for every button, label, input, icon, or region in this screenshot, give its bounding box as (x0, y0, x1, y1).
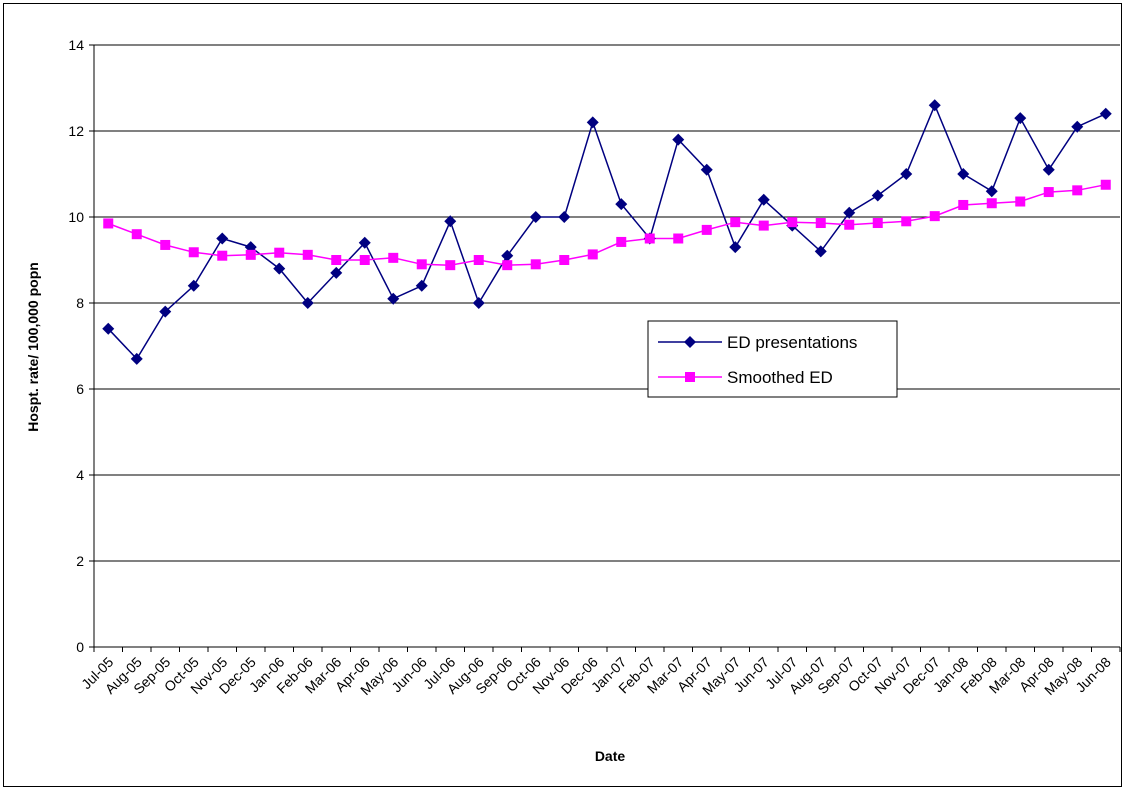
data-point-smoothed-ed (1072, 185, 1083, 196)
data-point-smoothed-ed (929, 211, 940, 222)
axes (89, 44, 1121, 652)
data-point-ed-presentations (615, 198, 628, 211)
y-tick-label: 4 (76, 467, 84, 483)
data-point-ed-presentations (159, 305, 172, 318)
series-line-ed-presentations (107, 103, 1107, 361)
data-point-smoothed-ed (131, 229, 142, 240)
data-point-ed-presentations (415, 279, 428, 292)
data-point-ed-presentations (330, 266, 343, 279)
y-tick-label: 8 (76, 295, 84, 311)
data-point-ed-presentations (358, 236, 371, 249)
data-point-smoothed-ed (787, 217, 798, 228)
legend: ED presentations Smoothed ED (647, 320, 898, 398)
data-point-smoothed-ed (701, 224, 712, 235)
data-point-ed-presentations (843, 206, 856, 219)
legend-marker-square-icon (685, 372, 695, 382)
y-tick-label: 12 (68, 123, 84, 139)
data-point-ed-presentations (187, 279, 200, 292)
data-point-ed-presentations (102, 322, 115, 335)
data-point-smoothed-ed (587, 249, 598, 260)
gridlines (94, 44, 1120, 562)
data-point-ed-presentations (1071, 120, 1084, 133)
data-point-smoothed-ed (644, 233, 655, 244)
data-point-smoothed-ed (188, 247, 199, 258)
data-point-ed-presentations (757, 193, 770, 206)
y-tick-label: 10 (68, 209, 84, 225)
y-tick-label: 2 (76, 553, 84, 569)
data-point-smoothed-ed (616, 236, 627, 247)
legend-marker-diamond-icon (684, 336, 696, 348)
data-point-ed-presentations (814, 245, 827, 258)
legend-label-ed-presentations: ED presentations (727, 333, 857, 352)
data-point-smoothed-ed (331, 255, 342, 265)
data-point-ed-presentations (529, 211, 542, 223)
y-tick-label: 14 (68, 37, 84, 53)
data-point-ed-presentations (501, 249, 514, 262)
data-point-ed-presentations (472, 297, 485, 309)
data-point-smoothed-ed (1015, 196, 1026, 207)
data-point-ed-presentations (444, 215, 457, 228)
data-point-smoothed-ed (388, 252, 399, 263)
data-point-smoothed-ed (1100, 179, 1111, 190)
y-axis-title: Hospt. rate/ 100,000 popn (25, 262, 41, 432)
data-point-smoothed-ed (958, 199, 969, 210)
data-point-ed-presentations (729, 241, 742, 254)
data-point-ed-presentations (900, 168, 913, 180)
data-point-smoothed-ed (872, 218, 883, 229)
data-point-smoothed-ed (445, 260, 456, 271)
data-point-smoothed-ed (986, 198, 997, 209)
series-markers (102, 99, 1112, 365)
legend-item-ed-presentations: ED presentations (658, 333, 857, 352)
data-point-smoothed-ed (103, 218, 114, 229)
y-tick-labels: 0 2 4 6 8 10 12 14 (68, 37, 84, 655)
data-point-smoothed-ed (730, 217, 741, 228)
legend-label-smoothed-ed: Smoothed ED (727, 368, 833, 387)
data-point-ed-presentations (985, 185, 998, 198)
data-point-smoothed-ed (416, 259, 427, 270)
data-point-smoothed-ed (359, 255, 370, 265)
y-tick-label: 6 (76, 381, 84, 397)
data-point-smoothed-ed (217, 250, 228, 261)
data-point-smoothed-ed (274, 247, 285, 258)
y-tick-label: 0 (76, 639, 84, 655)
data-point-smoothed-ed (502, 260, 513, 271)
data-point-smoothed-ed (245, 249, 256, 260)
data-point-smoothed-ed (473, 255, 484, 265)
data-point-smoothed-ed (160, 239, 171, 250)
data-point-smoothed-ed (673, 233, 684, 244)
data-point-smoothed-ed (901, 216, 912, 227)
data-point-ed-presentations (1099, 107, 1112, 120)
x-axis-title: Date (595, 748, 626, 764)
data-point-ed-presentations (387, 292, 400, 305)
data-point-smoothed-ed (559, 255, 570, 265)
data-point-ed-presentations (216, 232, 229, 245)
data-point-ed-presentations (301, 297, 314, 309)
data-point-ed-presentations (1014, 112, 1027, 125)
legend-box (647, 320, 898, 398)
x-tick-labels: Jul-05Aug-05Sep-05Oct-05Nov-05Dec-05Jan-… (78, 654, 1114, 698)
data-point-ed-presentations (130, 352, 143, 365)
series-lines (107, 103, 1107, 361)
data-point-smoothed-ed (530, 259, 541, 270)
data-point-ed-presentations (1042, 163, 1055, 176)
data-point-ed-presentations (586, 116, 599, 129)
data-point-ed-presentations (928, 99, 941, 112)
legend-item-smoothed-ed: Smoothed ED (658, 368, 833, 387)
data-point-ed-presentations (871, 189, 884, 202)
chart-frame (3, 3, 1122, 787)
data-point-smoothed-ed (302, 249, 313, 260)
data-point-smoothed-ed (1043, 187, 1054, 198)
data-point-smoothed-ed (758, 220, 769, 231)
data-point-smoothed-ed (815, 218, 826, 229)
data-point-smoothed-ed (844, 219, 855, 230)
data-point-ed-presentations (558, 211, 571, 223)
data-point-ed-presentations (957, 168, 970, 180)
data-point-ed-presentations (273, 262, 286, 275)
data-point-ed-presentations (700, 163, 713, 176)
data-point-ed-presentations (672, 133, 685, 146)
